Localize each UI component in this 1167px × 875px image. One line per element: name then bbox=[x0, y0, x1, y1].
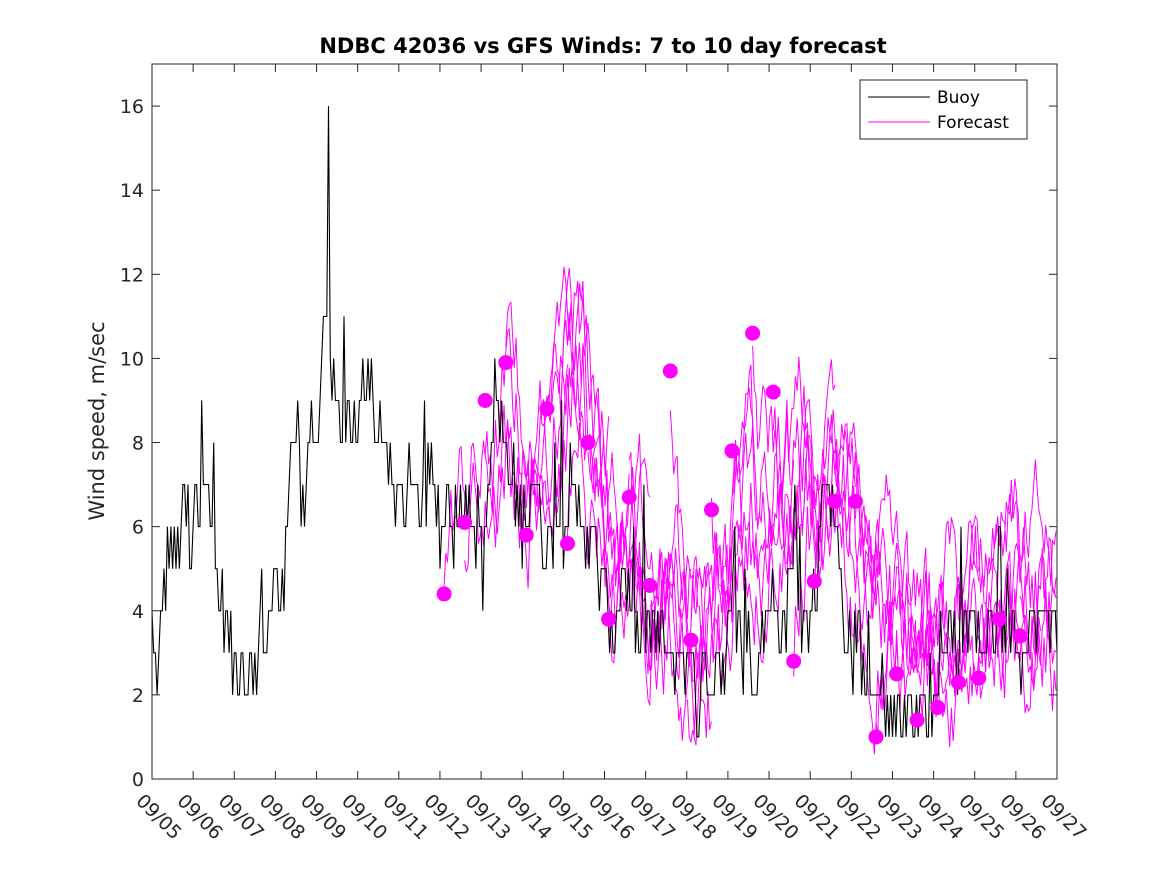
forecast-point-8 bbox=[580, 435, 596, 450]
forecast-series-27 bbox=[978, 478, 1057, 689]
forecast-point-15 bbox=[724, 443, 740, 459]
legend-box bbox=[859, 79, 1028, 140]
y-tick-label: 2 bbox=[132, 685, 144, 707]
y-tick-label: 12 bbox=[120, 264, 144, 286]
forecast-series-19 bbox=[813, 437, 939, 707]
forecast-point-9 bbox=[601, 611, 617, 627]
forecast-point-27 bbox=[971, 670, 987, 686]
y-tick-label: 4 bbox=[132, 601, 144, 623]
forecast-point-11 bbox=[642, 578, 658, 593]
y-axis-label: Wind speed, m/sec bbox=[85, 321, 109, 520]
forecast-series-22 bbox=[875, 572, 1000, 735]
forecast-series-16 bbox=[752, 345, 877, 645]
forecast-series-3 bbox=[484, 322, 610, 589]
forecast-point-18 bbox=[786, 653, 802, 669]
y-tick-label: 0 bbox=[132, 769, 144, 791]
y-tick-label: 6 bbox=[132, 517, 144, 539]
legend-forecast-label: Forecast bbox=[937, 113, 1009, 133]
chart-title: NDBC 42036 vs GFS Winds: 7 to 10 day for… bbox=[319, 34, 886, 58]
legend: Buoy Forecast bbox=[859, 79, 1028, 140]
forecast-point-20 bbox=[827, 493, 843, 509]
forecast-point-23 bbox=[889, 666, 905, 682]
forecast-series-26 bbox=[957, 536, 1057, 699]
forecast-series-2 bbox=[464, 280, 589, 573]
forecast-point-1 bbox=[436, 586, 452, 602]
forecast-point-10 bbox=[621, 489, 637, 505]
forecast-point-26 bbox=[950, 674, 966, 690]
plot-background bbox=[152, 64, 1057, 779]
y-tick-label: 8 bbox=[132, 433, 144, 455]
forecast-point-14 bbox=[704, 502, 719, 518]
forecast-point-25 bbox=[930, 700, 946, 715]
forecast-series-18 bbox=[793, 423, 918, 698]
forecast-point-2 bbox=[457, 514, 473, 530]
forecast-point-4 bbox=[498, 355, 514, 371]
forecast-series-28 bbox=[998, 527, 1057, 678]
forecast-series-15 bbox=[731, 364, 856, 569]
plot-area bbox=[152, 64, 1057, 779]
y-tick-label: 14 bbox=[120, 180, 144, 202]
forecast-point-13 bbox=[683, 632, 699, 648]
forecast-point-21 bbox=[847, 493, 863, 509]
forecast-series-1 bbox=[443, 328, 568, 587]
forecast-point-28 bbox=[991, 611, 1007, 627]
legend-buoy-label: Buoy bbox=[937, 88, 980, 108]
forecast-point-24 bbox=[909, 712, 925, 728]
forecast-point-17 bbox=[765, 384, 781, 400]
forecast-point-6 bbox=[539, 401, 555, 417]
y-tick-label: 10 bbox=[120, 348, 144, 370]
y-tick-label: 16 bbox=[120, 96, 144, 118]
buoy-series bbox=[151, 106, 1058, 738]
forecast-point-5 bbox=[518, 527, 534, 543]
forecast-series-4 bbox=[505, 301, 630, 587]
forecast-series-29 bbox=[1019, 576, 1057, 711]
forecast-point-29 bbox=[1012, 628, 1028, 644]
buoy-line bbox=[151, 106, 1058, 738]
forecast-point-22 bbox=[868, 729, 884, 745]
forecast-point-19 bbox=[806, 573, 822, 589]
forecast-series-23 bbox=[896, 479, 1021, 709]
forecast-point-12 bbox=[662, 363, 678, 379]
forecast-markers bbox=[436, 325, 1028, 745]
forecast-point-3 bbox=[477, 393, 493, 408]
forecast-point-7 bbox=[560, 536, 575, 551]
forecast-point-16 bbox=[745, 325, 761, 341]
